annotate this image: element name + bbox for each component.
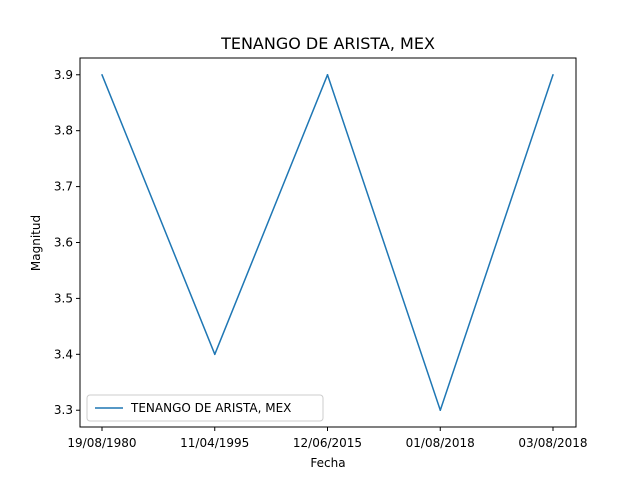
x-tick-label: 11/04/1995 (180, 436, 249, 450)
chart-title: TENANGO DE ARISTA, MEX (220, 34, 435, 53)
x-axis-label: Fecha (310, 456, 345, 470)
x-tick-label: 19/08/1980 (67, 436, 136, 450)
legend-label: TENANGO DE ARISTA, MEX (130, 401, 291, 415)
plot-frame (79, 57, 577, 428)
data-point (439, 409, 441, 411)
data-point (326, 74, 329, 76)
data-point (214, 353, 216, 356)
y-tick-label: 3.9 (54, 68, 73, 82)
y-tick-label: 3.6 (54, 236, 73, 250)
y-tick-label: 3.5 (54, 291, 73, 305)
y-axis-label: Magnitud (29, 215, 43, 271)
data-point (101, 74, 103, 76)
series-line (101, 74, 554, 411)
legend-frame (86, 394, 324, 422)
x-tick-label: 12/06/2015 (293, 436, 362, 450)
data-point (552, 74, 554, 76)
legend: TENANGO DE ARISTA, MEX (86, 394, 324, 422)
y-tick-label: 3.4 (54, 347, 73, 361)
x-tick-label: 01/08/2018 (406, 436, 475, 450)
y-tick-label: 3.7 (54, 180, 73, 194)
x-axis: 19/08/1980 11/04/1995 12/06/2015 01/08/2018… (67, 427, 588, 450)
y-axis: 3.3 3.4 3.5 3.6 3.7 3.8 3.9 (54, 68, 80, 417)
x-tick-label: 03/08/2018 (518, 436, 587, 450)
y-tick-label: 3.8 (54, 124, 73, 138)
y-tick-label: 3.3 (54, 403, 73, 417)
plot-series (101, 74, 554, 411)
